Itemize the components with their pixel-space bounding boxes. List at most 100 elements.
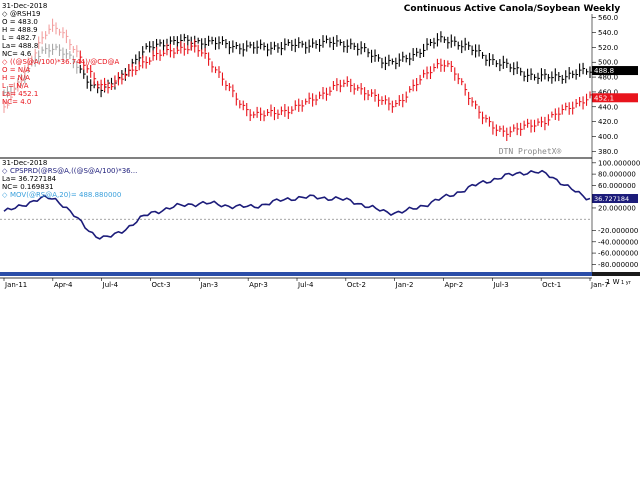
ohlc-bar <box>481 52 485 59</box>
ohlc-bar <box>575 99 579 108</box>
ohlc-bar <box>520 67 523 76</box>
ohlc-bar <box>48 24 52 35</box>
ohlc-bar <box>187 45 190 55</box>
ohlc-bar <box>353 83 357 95</box>
ohlc-bar <box>135 66 138 76</box>
ohlc-bar <box>280 42 284 56</box>
ohlc-bar <box>156 46 159 61</box>
canola-open: O = 483.0 <box>2 18 38 26</box>
ohlc-bar <box>409 52 412 66</box>
ohlc-bar <box>551 71 554 84</box>
ohlc-bar <box>315 94 319 106</box>
ohlc-bar <box>62 47 65 61</box>
ohlc-bar <box>301 100 305 112</box>
ohlc-bar <box>208 35 211 46</box>
ohlc-bar <box>332 36 336 51</box>
x-scale-label[interactable]: 1 W <box>606 278 620 286</box>
ohlc-bar <box>55 43 59 51</box>
ohlc-bar <box>256 106 260 118</box>
ohlc-bar <box>371 49 374 63</box>
ohlc-bar <box>301 40 305 48</box>
ohlc-bar <box>419 74 423 85</box>
ohlc-bar <box>312 38 315 48</box>
ohlc-bar <box>325 87 329 101</box>
ohlc-bar <box>558 72 561 82</box>
ohlc-bar <box>55 22 59 35</box>
ohlc-bar <box>76 45 79 58</box>
ohlc-bar <box>69 39 72 51</box>
ohlc-bar <box>124 71 128 79</box>
ohlc-bar <box>554 68 558 82</box>
ohlc-bar <box>62 27 65 39</box>
diamond-icon: ◇ <box>2 10 8 18</box>
ohlc-bar <box>433 37 436 49</box>
ohlc-bar <box>391 58 395 65</box>
timeline-bar-right[interactable] <box>592 272 640 276</box>
ohlc-bar <box>305 98 308 105</box>
ohlc-bar <box>235 92 239 106</box>
canola-high: H = 488.9 <box>2 26 38 34</box>
ohlc-bar <box>246 102 249 117</box>
ohlc-bar <box>38 50 41 63</box>
ohlc-bar <box>152 50 156 61</box>
ohlc-bar <box>488 52 492 67</box>
ohlc-bar <box>298 98 301 112</box>
ohlc-bar <box>6 86 10 98</box>
ohlc-bar <box>131 63 135 77</box>
ohlc-bar <box>343 41 346 53</box>
ohlc-bar <box>544 116 547 131</box>
ohlc-bar <box>312 93 315 107</box>
ohlc-bar <box>41 31 45 45</box>
ohlc-bar <box>398 53 402 67</box>
ohlc-bar <box>558 107 561 121</box>
soy-last: La= 452.1 <box>2 90 38 98</box>
ohlc-bar <box>440 58 443 72</box>
ohlc-bar <box>90 65 93 78</box>
price-tick-label: 400.0 <box>598 133 618 141</box>
x-axis: Jan-11 Apr-4 Jul-4 Oct-3 Jan-3 Apr-3 Jul-4 Oct-… <box>3 278 609 289</box>
ohlc-bar <box>246 40 249 52</box>
ohlc-bar <box>232 84 235 98</box>
ohlc-bar <box>506 127 509 142</box>
price-tick-label: 480.0 <box>598 74 618 82</box>
ohlc-bar <box>468 91 471 106</box>
ohlc-bar <box>308 92 312 104</box>
ohlc-bar <box>266 43 270 57</box>
ohlc-bar <box>194 39 197 53</box>
ohlc-bar <box>537 118 540 126</box>
ohlc-bar <box>204 48 208 59</box>
ohlc-bar <box>371 89 374 97</box>
mov-legend-label: MOV(@RS@A,20)= 488.880000 <box>10 191 121 199</box>
ohlc-bar <box>318 38 322 52</box>
ohlc-bar <box>104 77 107 92</box>
ohlc-bar <box>589 66 592 78</box>
ohlc-bar <box>263 42 267 51</box>
price-tick-label: 380.0 <box>598 148 618 156</box>
ohlc-bar <box>72 55 76 69</box>
ohlc-bar <box>169 44 173 58</box>
ohlc-bar <box>391 100 395 113</box>
ohlc-bar <box>492 54 495 66</box>
ohlc-bar <box>402 93 405 108</box>
price-tick-label: 420.0 <box>598 118 618 126</box>
ohlc-bar <box>277 109 280 119</box>
price-tick-label: 560.0 <box>598 14 618 22</box>
ohlc-bar <box>3 89 6 96</box>
ohlc-bar <box>395 100 398 108</box>
ohlc-bar <box>426 66 430 80</box>
canola-net-change: NC= 4.6 <box>2 50 32 58</box>
ohlc-bar <box>450 34 454 48</box>
ohlc-bar <box>305 41 308 54</box>
ohlc-bar <box>533 119 537 133</box>
spread-tick-label: -40.000000 <box>598 238 638 246</box>
ohlc-bar <box>273 41 277 51</box>
ohlc-bar <box>513 62 516 76</box>
ohlc-bar <box>284 38 287 51</box>
ohlc-bar <box>485 54 488 66</box>
x-units-label[interactable]: 1 yr <box>621 280 632 286</box>
ohlc-bar <box>27 57 31 71</box>
ohlc-bar <box>585 68 589 75</box>
ohlc-bar <box>509 126 513 138</box>
ohlc-bar <box>353 42 357 50</box>
ohlc-bar <box>260 107 263 121</box>
